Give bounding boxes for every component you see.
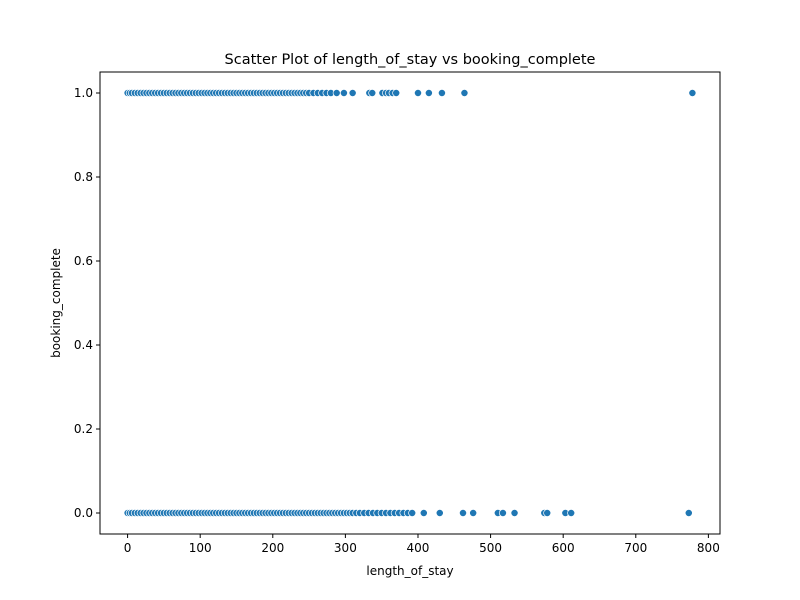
- x-tick-label: 700: [624, 541, 647, 555]
- x-tick-label: 100: [189, 541, 212, 555]
- x-axis-ticks: 0 100 200 300 400 500 600 700 800: [124, 534, 720, 555]
- data-point: [408, 509, 417, 517]
- y-tick-label: 0.4: [74, 338, 93, 352]
- data-point: [348, 89, 357, 97]
- data-point: [510, 509, 519, 517]
- data-point: [392, 89, 401, 97]
- x-tick-label: 600: [552, 541, 575, 555]
- data-point: [424, 89, 433, 97]
- x-tick-label: 800: [697, 541, 720, 555]
- data-point: [339, 89, 348, 97]
- x-tick-label: 200: [261, 541, 284, 555]
- x-tick-label: 300: [334, 541, 357, 555]
- data-point: [414, 89, 422, 97]
- data-point: [543, 509, 552, 517]
- x-axis-label: length_of_stay: [366, 564, 453, 578]
- x-tick-label: 400: [407, 541, 430, 555]
- data-point: [459, 509, 467, 517]
- y-tick-label: 0.0: [74, 506, 93, 520]
- data-point: [469, 509, 478, 517]
- y-tick-label: 1.0: [74, 86, 93, 100]
- plot-frame: [99, 71, 721, 535]
- data-point: [567, 509, 576, 517]
- data-point: [437, 89, 446, 97]
- data-point: [435, 509, 444, 517]
- data-point: [688, 89, 697, 97]
- x-tick-label: 500: [479, 541, 502, 555]
- chart-title: Scatter Plot of length_of_stay vs bookin…: [225, 52, 596, 68]
- data-point: [460, 89, 469, 97]
- y-axis-label: booking_complete: [49, 248, 63, 358]
- data-point: [498, 509, 507, 517]
- y-axis-ticks: 0.0 0.2 0.4 0.6 0.8 1.0: [74, 86, 100, 520]
- data-point: [684, 509, 693, 517]
- x-tick-label: 0: [124, 541, 132, 555]
- data-point: [368, 89, 377, 97]
- y-tick-label: 0.6: [74, 254, 93, 268]
- data-points: [123, 89, 697, 517]
- y-tick-label: 0.2: [74, 422, 93, 436]
- y-tick-label: 0.8: [74, 170, 93, 184]
- data-point: [332, 89, 341, 97]
- data-point: [419, 509, 428, 517]
